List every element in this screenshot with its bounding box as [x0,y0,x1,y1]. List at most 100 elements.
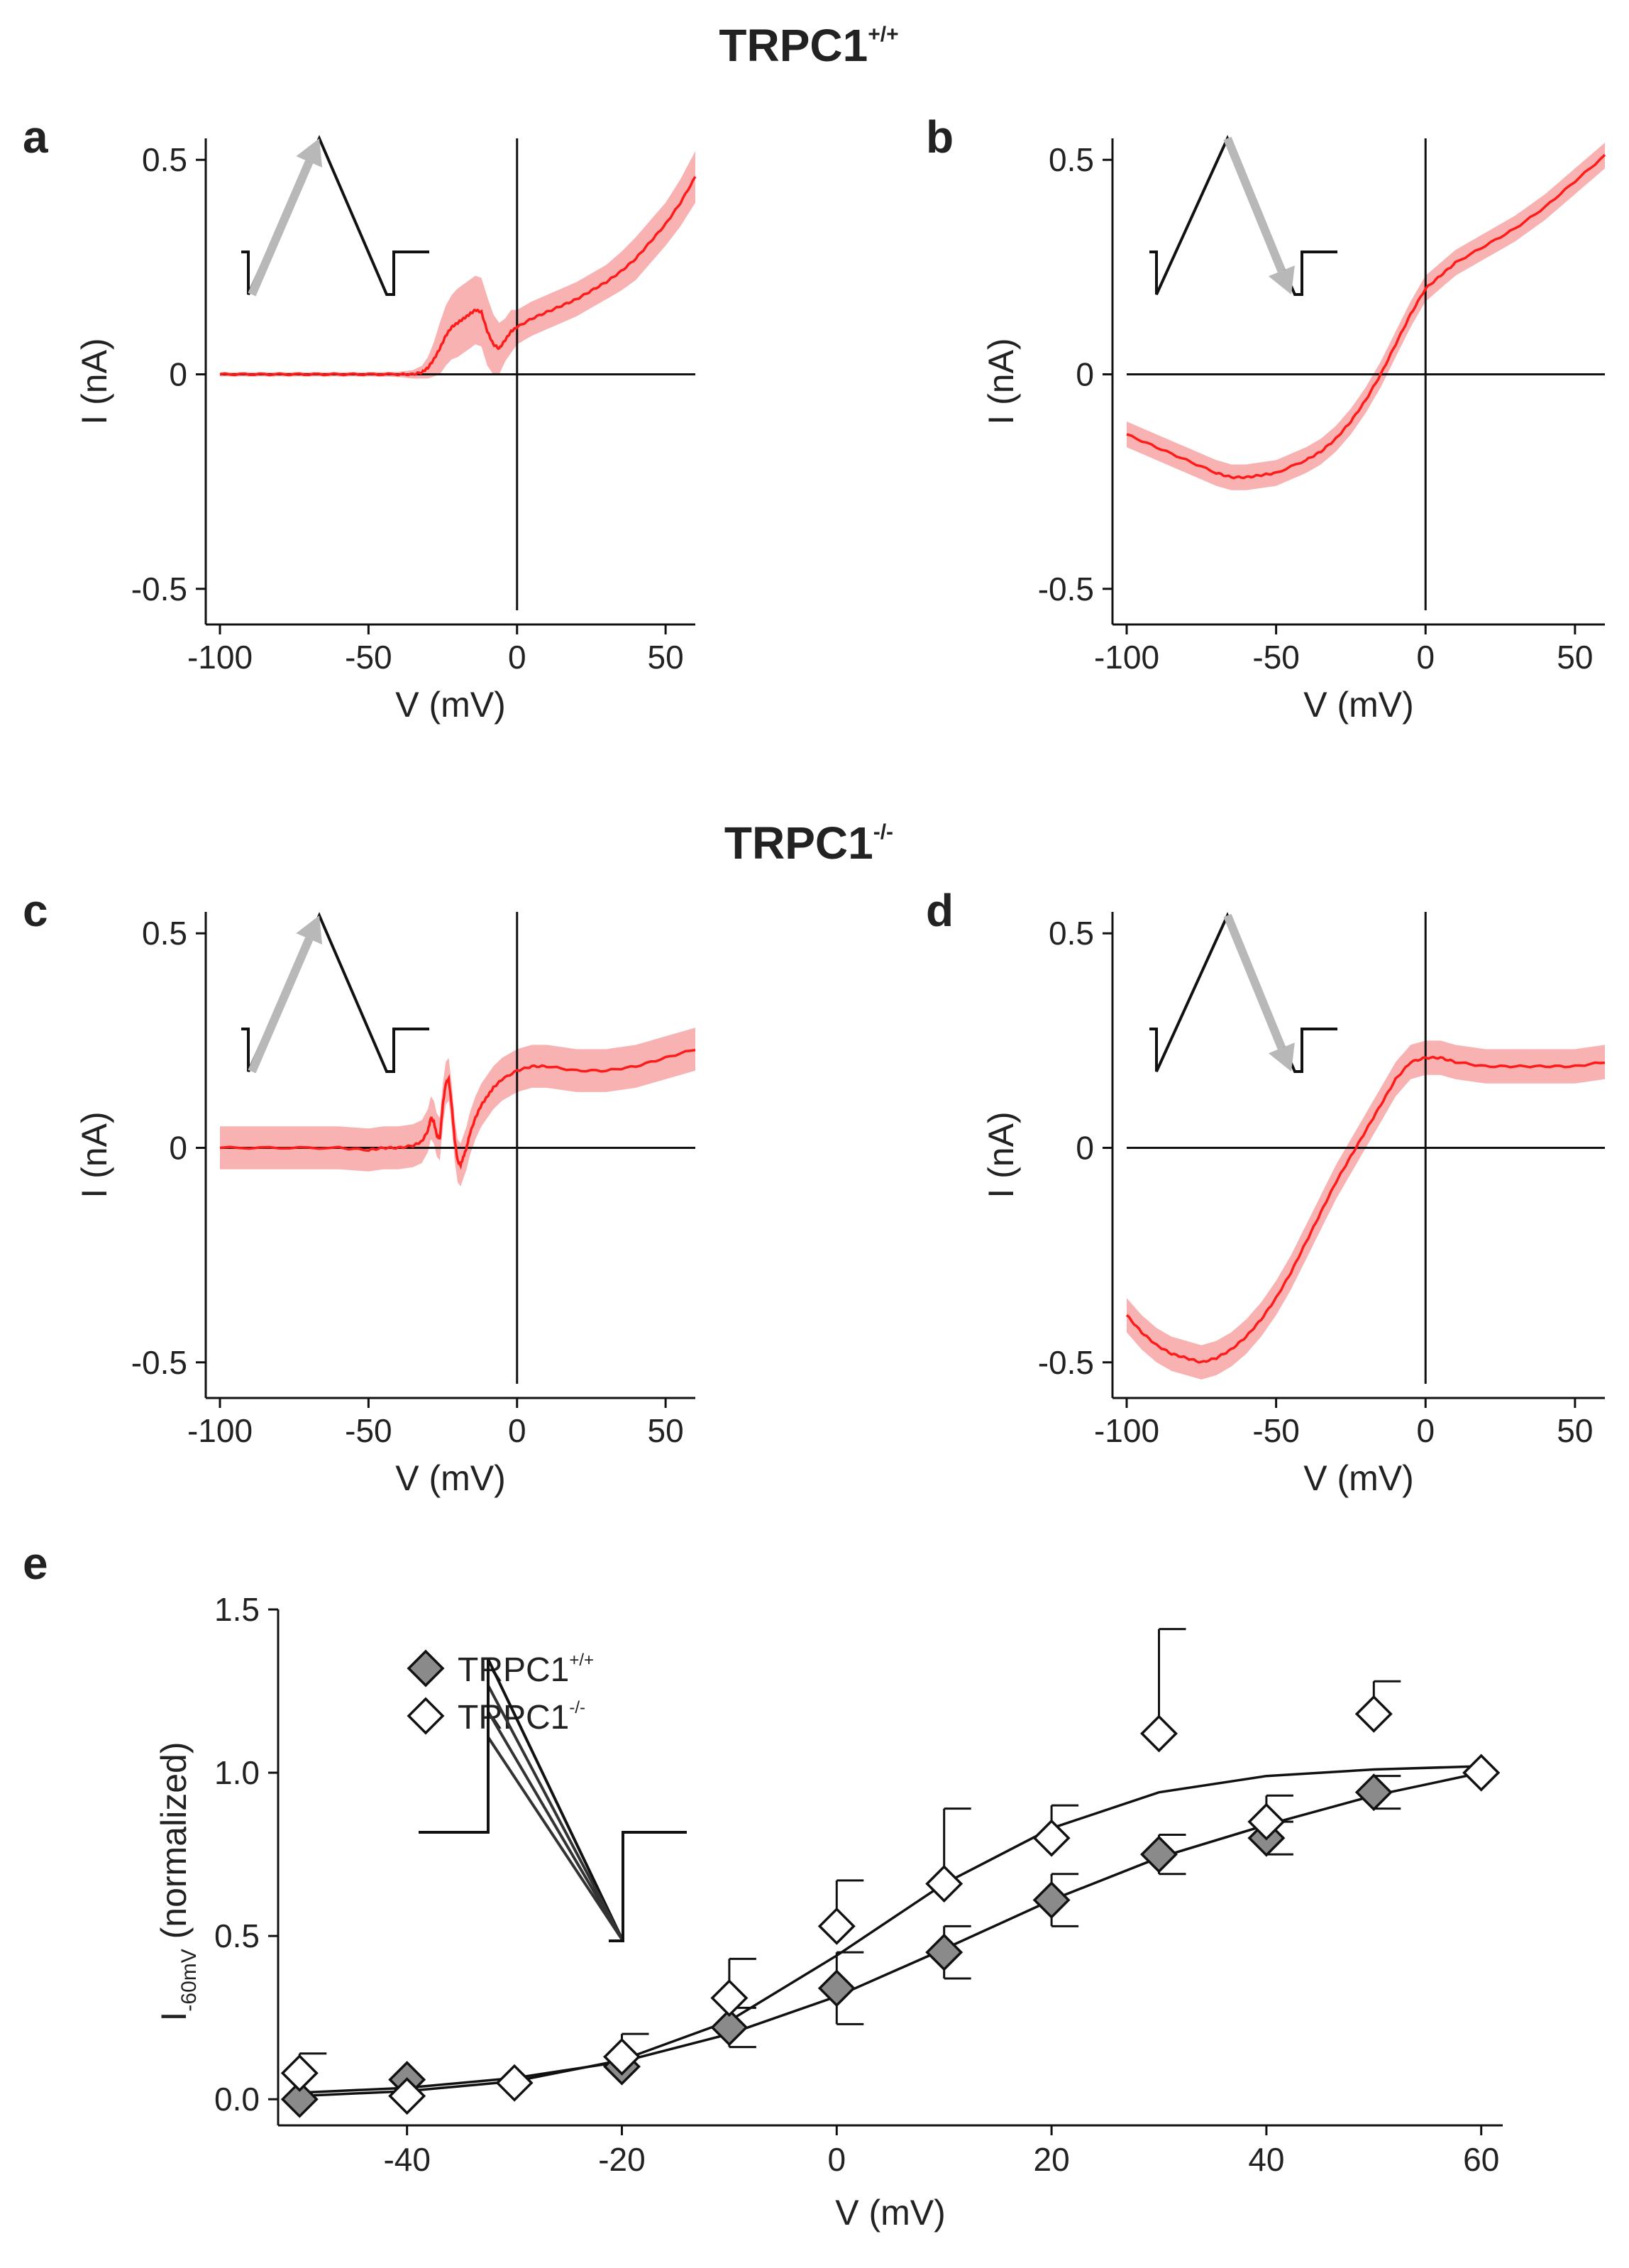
panel-letter-c: c [23,885,48,936]
x-tick-label-c-3: 50 [648,1412,684,1449]
y-axis-label-e: I-60mV (normalized) [154,1741,201,2021]
x-tick-label-b-2: 0 [1416,639,1435,676]
x-tick-label-a-1: -50 [345,639,392,676]
inset-ramp-0 [487,1658,624,1942]
x-tick-label-d-0: -100 [1094,1412,1159,1449]
error-band-b [1127,143,1605,490]
inset-protocol-c [241,912,429,1073]
x-tick-label-e-5: 60 [1463,2141,1499,2178]
marker-ko-3 [603,2037,641,2076]
inset-ramp-3 [487,1736,624,1942]
legend-label-sup-1: -/- [569,1698,585,1717]
y-tick-label-b-0: -0.5 [1038,571,1094,607]
inset-ramp-return [609,1831,687,1942]
inset-arrow-head-b [1268,265,1295,294]
panel-e: e 0.0 0.5 1.0 1.5 -40 -20 0 20 40 60 V (mV) I-60mV (… [23,1538,1503,2233]
marker-ko-4 [710,1979,749,2017]
x-tick-label-e-1: -20 [598,2141,645,2178]
marker-wt-6 [1032,1881,1071,1919]
inset-protocol-a [241,135,429,296]
y-axis-label-a: I (nA) [74,338,114,424]
x-tick-label-d-3: 50 [1557,1412,1593,1449]
trace-a [219,176,697,377]
y-axis-label-d: I (nA) [981,1111,1021,1198]
marker-ko-1 [388,2077,426,2115]
marker-ko-5 [817,1907,856,1945]
panel-letter-a: a [23,111,48,163]
inset-arrow-head-d [1268,1042,1295,1072]
legend-label-name-0: TRPC1 [458,1651,569,1689]
x-tick-label-b-1: -50 [1252,639,1299,676]
x-tick-label-a-2: 0 [508,639,526,676]
y-tick-label-e-1: 0.5 [214,1917,260,1954]
inset-arrow-shaft-b [1223,136,1286,273]
panel-c: c -0.5 0 0.5 -100 -50 0 50 V (mV) I (nA) [23,885,696,1498]
inset-arrow-head-c [296,915,323,945]
inset-arrow-shaft-d [1223,913,1286,1050]
legend-label-1: TRPC1-/- [458,1698,585,1736]
marker-ko-7 [1032,1819,1071,1857]
y-tick-label-c-0: -0.5 [131,1344,187,1381]
marker-wt-7 [1140,1835,1178,1873]
y-axis-label-b: I (nA) [981,338,1021,424]
x-axis-label-c: V (mV) [395,1458,506,1498]
inset-protocol-d [1149,912,1337,1073]
marker-ko-8 [1140,1714,1178,1753]
group-title-bottom: TRPC1-/- [724,818,893,869]
x-axis-label-d: V (mV) [1303,1458,1414,1498]
inset-arrow-shaft-a [248,160,314,297]
group-title-top-text: TRPC1 [719,20,868,71]
group-title-bottom-sup: -/- [873,820,893,844]
y-axis-label-e-rest: (normalized) [154,1741,194,1949]
x-tick-label-b-3: 50 [1557,639,1593,676]
marker-wt-9 [1354,1773,1393,1812]
inset-arrow-shaft-c [248,937,314,1074]
marker-ko-10 [1354,1695,1393,1733]
x-axis-label-a: V (mV) [395,685,506,725]
y-tick-label-a-0: -0.5 [131,571,187,607]
marker-ko-6 [925,1865,963,1903]
legend-label-sup-0: +/+ [569,1651,594,1670]
x-tick-label-b-0: -100 [1094,639,1159,676]
y-axis-label-e-sub: -60mV [177,1949,201,2011]
x-tick-label-c-1: -50 [345,1412,392,1449]
x-tick-label-e-0: -40 [383,2141,430,2178]
y-tick-label-b-2: 0.5 [1049,141,1094,178]
y-tick-label-e-0: 0.0 [214,2081,260,2118]
y-tick-label-d-0: -0.5 [1038,1344,1094,1381]
legend-marker-0 [407,1649,445,1688]
inset-ramp-2 [487,1710,624,1942]
error-band-d [1127,1040,1605,1380]
x-tick-label-e-2: 0 [828,2141,846,2178]
x-tick-label-e-3: 20 [1034,2141,1070,2178]
y-tick-label-e-2: 1.0 [214,1754,260,1791]
x-tick-label-e-4: 40 [1248,2141,1284,2178]
inset-ramp-1 [487,1685,624,1942]
y-tick-label-d-2: 0.5 [1049,915,1094,952]
group-title-top-sup: +/+ [868,23,898,46]
error-band-a [220,151,695,379]
x-tick-label-c-2: 0 [508,1412,526,1449]
trace-c [219,1048,696,1170]
x-tick-label-d-2: 0 [1416,1412,1435,1449]
group-title-top: TRPC1+/+ [719,20,898,71]
x-tick-label-c-0: -100 [187,1412,253,1449]
marker-ko-11 [1462,1754,1501,1792]
x-tick-label-a-0: -100 [187,639,253,676]
panel-letter-b: b [926,111,954,163]
trace-b [1126,153,1606,480]
panel-b: b -0.5 0 0.5 -100 -50 0 50 V (mV) I (nA) [926,111,1606,725]
fit-curve-0 [299,1771,1482,2094]
x-axis-label-e: V (mV) [835,2193,946,2233]
inset-protocol-b [1149,135,1337,296]
y-tick-label-e-3: 1.5 [214,1591,260,1628]
trace-d [1125,1055,1606,1364]
y-tick-label-d-1: 0 [1076,1130,1094,1167]
legend-label-name-1: TRPC1 [458,1699,569,1736]
marker-ko-2 [495,2064,534,2102]
panel-letter-d: d [926,885,954,936]
legend-marker-1 [407,1697,445,1735]
x-axis-label-b: V (mV) [1303,685,1414,725]
marker-ko-9 [1247,1802,1286,1841]
y-tick-label-a-1: 0 [169,356,187,393]
